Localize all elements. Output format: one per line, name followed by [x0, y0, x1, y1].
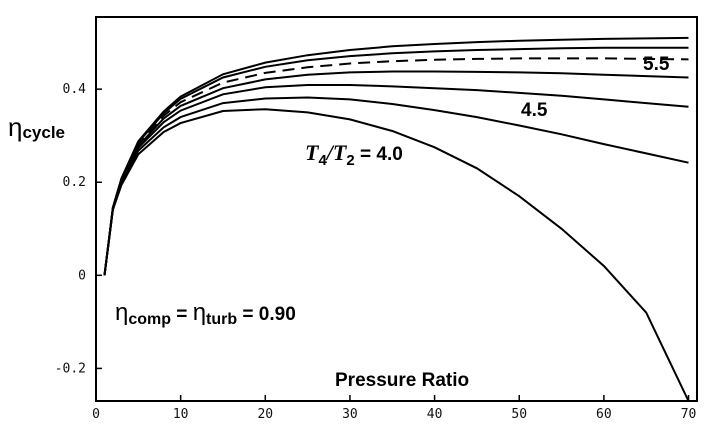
eta-turb-subscript: turb	[206, 311, 237, 328]
eta-turb-symbol: η	[193, 299, 206, 326]
efficiency-annotation: ηcomp = ηturb = 0.90	[115, 299, 296, 328]
curves	[103, 36, 690, 402]
curve-4	[103, 70, 689, 276]
eta-comp-subscript: comp	[128, 311, 171, 328]
t-ratio-slash: /	[325, 140, 335, 165]
x-tick-label: 60	[596, 407, 612, 422]
y-tick-label: 0.2	[63, 175, 86, 190]
plot-area: 0 10 20 30 40 50 60 70 -0.2 0 0.2 0.4	[55, 16, 698, 422]
x-axis-label: Pressure Ratio	[335, 370, 469, 391]
x-tick-label: 70	[681, 407, 697, 422]
efficiency-equals: =	[171, 304, 193, 325]
t-ratio-value: = 4.0	[355, 144, 403, 165]
y-axis-label-sub: cycle	[22, 123, 65, 142]
y-tick-label: -0.2	[55, 361, 86, 376]
x-tick-label: 0	[92, 407, 100, 422]
x-tick-label: 10	[173, 407, 189, 422]
t4-symbol: T	[305, 140, 320, 165]
t2-subscript: 2	[346, 152, 354, 169]
efficiency-value: = 0.90	[237, 304, 296, 325]
x-tick-label: 20	[257, 407, 273, 422]
curve-7	[103, 36, 689, 276]
plot-frame	[95, 16, 698, 402]
t-ratio-annotation: T4/T2 = 4.0	[305, 140, 403, 169]
curve-label-4-5: 4.5	[521, 100, 548, 121]
x-tick-label: 30	[342, 407, 358, 422]
y-axis-label: ηcycle	[8, 112, 65, 142]
y-axis-label-eta: η	[8, 112, 22, 142]
t2-symbol: T	[333, 140, 348, 165]
x-tick-label: 50	[511, 407, 527, 422]
curve-5-dashed	[103, 57, 689, 276]
curve-label-5-5: 5.5	[643, 54, 670, 75]
y-tick-label: 0.4	[63, 82, 87, 97]
eta-comp-symbol: η	[115, 299, 128, 326]
curve-1	[103, 108, 690, 402]
x-ticks: 0 10 20 30 40 50 60 70	[92, 395, 696, 422]
x-tick-label: 40	[427, 407, 443, 422]
t4-subscript: 4	[318, 152, 327, 169]
y-tick-label: 0	[78, 268, 86, 283]
y-ticks: -0.2 0 0.2 0.4	[55, 82, 102, 376]
curve-2	[103, 96, 689, 276]
